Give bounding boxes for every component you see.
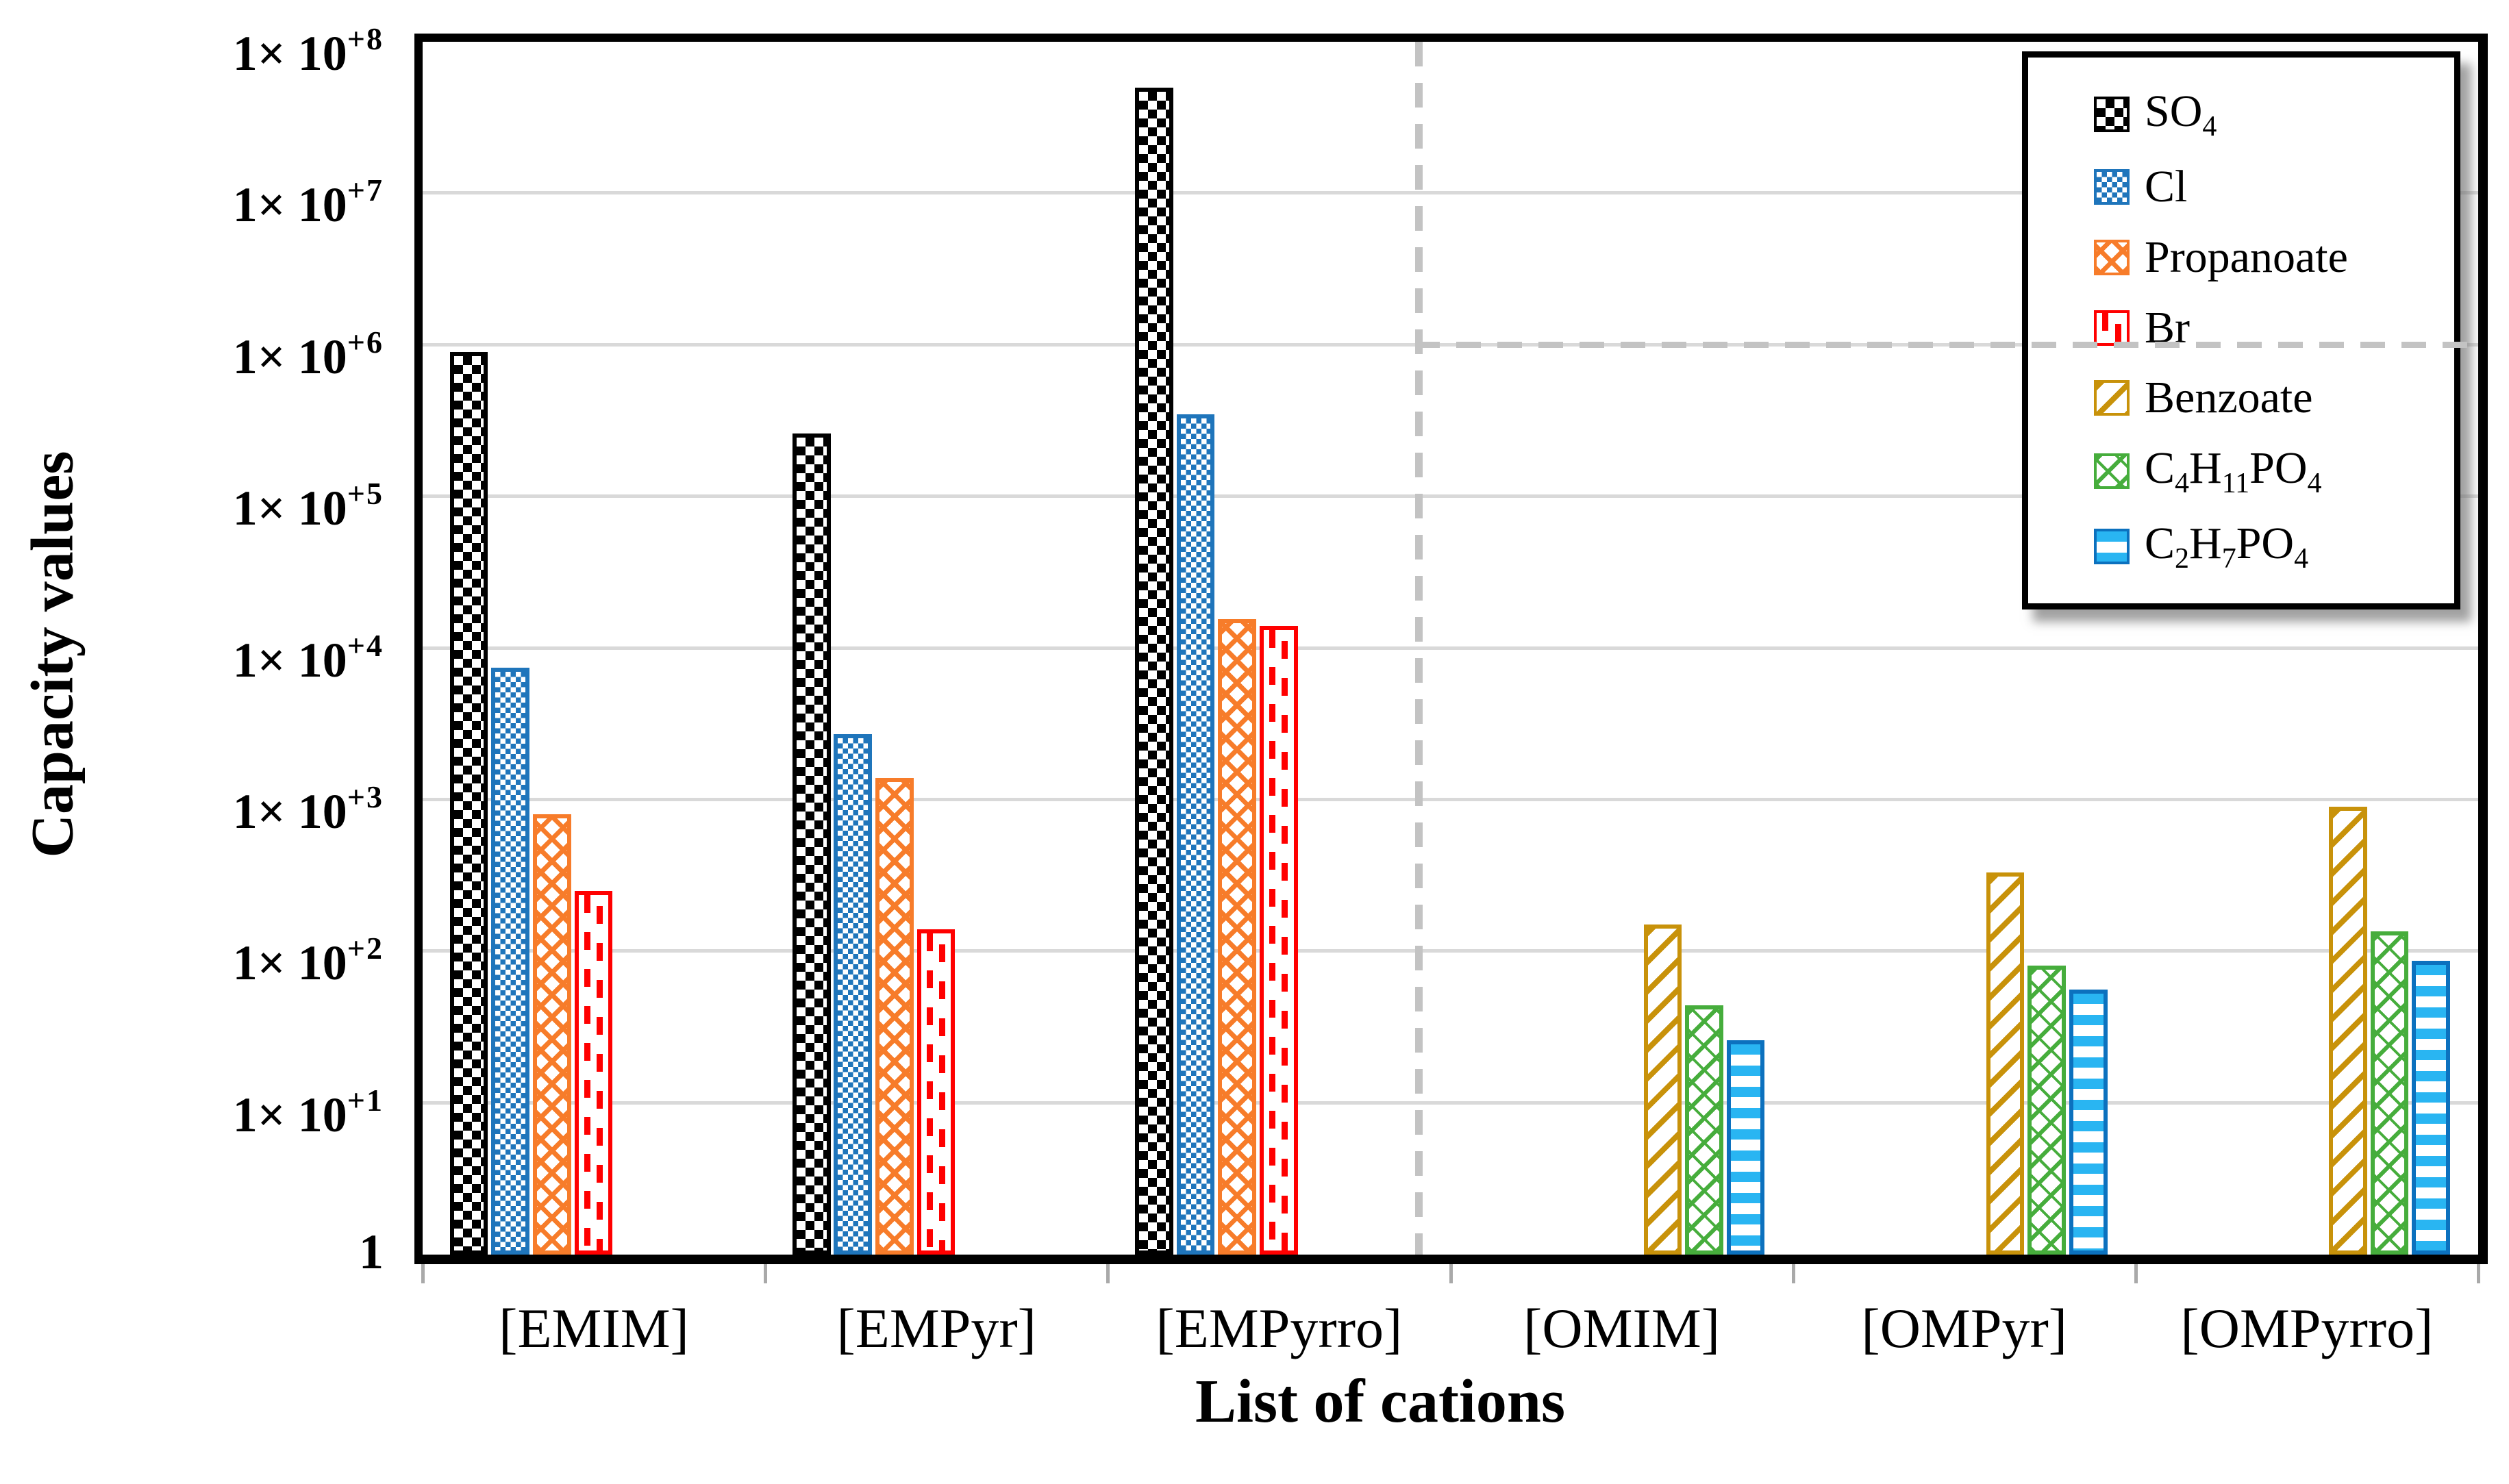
legend-swatch-C2H7PO4 (2094, 529, 2130, 565)
bar-Benzoate-OMPyr (1986, 872, 2025, 1255)
bar-C2H7PO4-OMPyr (2069, 990, 2108, 1255)
legend-label-SO4: SO4 (2145, 86, 2217, 142)
x-tick-label: [EMPyrro] (1156, 1297, 1403, 1359)
bar-group-EMPyrro (1108, 42, 1450, 1255)
legend-label-Propanoate: Propanoate (2145, 231, 2348, 282)
bar-Benzoate-OMPyrro (2328, 807, 2367, 1255)
em-om-divider-line (1415, 42, 1423, 1255)
legend-item-Benzoate: Benzoate (2094, 372, 2454, 424)
bar-Benzoate-OMIM (1643, 925, 1682, 1255)
bar-SO4-EMPyr (792, 433, 831, 1255)
x-tick-mark (421, 1264, 425, 1283)
bar-Cl-EMPyrro (1176, 414, 1215, 1255)
legend-label-Benzoate: Benzoate (2145, 373, 2313, 423)
bar-SO4-EMPyrro (1135, 87, 1173, 1255)
legend: SO4 Cl Propanoate Br Benzoate C4H11PO4 C2H7PO4 (2022, 51, 2460, 609)
legend-swatch-Br (2094, 310, 2130, 346)
threshold-dashed-line (1415, 341, 2478, 348)
legend-label-C2H7PO4: C2H7PO4 (2145, 518, 2309, 575)
bar-C4H11PO4-OMPyrro (2370, 931, 2409, 1255)
y-tick-label: 1× 10+5 (232, 476, 384, 536)
legend-item-Propanoate: Propanoate (2094, 231, 2454, 284)
legend-item-C2H7PO4: C2H7PO4 (2094, 518, 2454, 575)
bar-C2H7PO4-OMPyrro (2412, 960, 2450, 1255)
bar-group-OMPyr (1793, 42, 2136, 1255)
legend-item-SO4: SO4 (2094, 86, 2454, 143)
legend-swatch-SO4 (2094, 96, 2130, 132)
x-tick-label: [OMPyr] (1861, 1297, 2068, 1359)
bar-Br-EMPyr (916, 929, 956, 1255)
legend-swatch-Benzoate (2094, 380, 2130, 416)
y-tick-label: 1× 10+7 (232, 173, 384, 233)
bar-group-OMIM (1451, 42, 1793, 1255)
y-tick-label: 1× 10+6 (232, 324, 384, 384)
bar-Br-EMIM (574, 891, 613, 1255)
legend-label-C4H11PO4: C4H11PO4 (2145, 442, 2322, 499)
x-tick-label: [OMIM] (1523, 1297, 1721, 1359)
legend-label-Cl: Cl (2145, 162, 2188, 212)
y-tick-label: 1× 10+3 (232, 779, 384, 839)
y-axis-title: Capacity values (19, 451, 86, 858)
x-axis-title: List of cations (1195, 1368, 1565, 1435)
legend-item-C4H11PO4: C4H11PO4 (2094, 442, 2454, 500)
gridline (423, 646, 2478, 650)
legend-swatch-C4H11PO4 (2094, 453, 2130, 489)
bar-group-EMIM (423, 42, 765, 1255)
bar-Br-EMPyrro (1259, 626, 1298, 1255)
x-tick-mark (1449, 1264, 1453, 1283)
bar-Propanoate-EMIM (532, 814, 571, 1255)
bar-Cl-EMPyr (834, 734, 873, 1255)
y-tick-label: 1× 10+8 (232, 21, 384, 81)
bar-group-EMPyr (765, 42, 1108, 1255)
gridline (423, 797, 2478, 801)
x-tick-label: [OMPyrro] (2180, 1297, 2434, 1359)
bar-SO4-EMIM (449, 351, 488, 1255)
y-tick-label: 1 (359, 1224, 384, 1279)
x-tick-mark (2477, 1264, 2480, 1283)
x-tick-label: [EMPyr] (836, 1297, 1036, 1359)
gridline (423, 1101, 2478, 1105)
bar-C4H11PO4-OMIM (1685, 1005, 1723, 1255)
gridline (423, 191, 2478, 195)
y-tick-label: 1× 10+1 (232, 1082, 384, 1142)
y-tick-label: 1× 10+4 (232, 627, 384, 688)
bar-C2H7PO4-OMIM (1726, 1040, 1765, 1255)
bar-Cl-EMIM (491, 668, 529, 1255)
bar-group-OMPyrro (2136, 42, 2478, 1255)
legend-swatch-Cl (2094, 169, 2130, 205)
legend-item-Cl: Cl (2094, 161, 2454, 213)
bar-Propanoate-EMPyr (875, 777, 914, 1255)
x-tick-mark (1791, 1264, 1795, 1283)
bar-C4H11PO4-OMPyr (2027, 965, 2067, 1255)
y-tick-label: 1× 10+2 (232, 931, 384, 991)
plot-inner (423, 42, 2478, 1255)
bar-Propanoate-EMPyrro (1218, 619, 1256, 1255)
x-tick-mark (764, 1264, 768, 1283)
gridline (423, 494, 2478, 499)
x-tick-mark (2134, 1264, 2138, 1283)
gridline (423, 949, 2478, 953)
x-tick-label: [EMIM] (499, 1297, 689, 1359)
legend-swatch-Propanoate (2094, 239, 2130, 275)
x-tick-mark (1106, 1264, 1110, 1283)
